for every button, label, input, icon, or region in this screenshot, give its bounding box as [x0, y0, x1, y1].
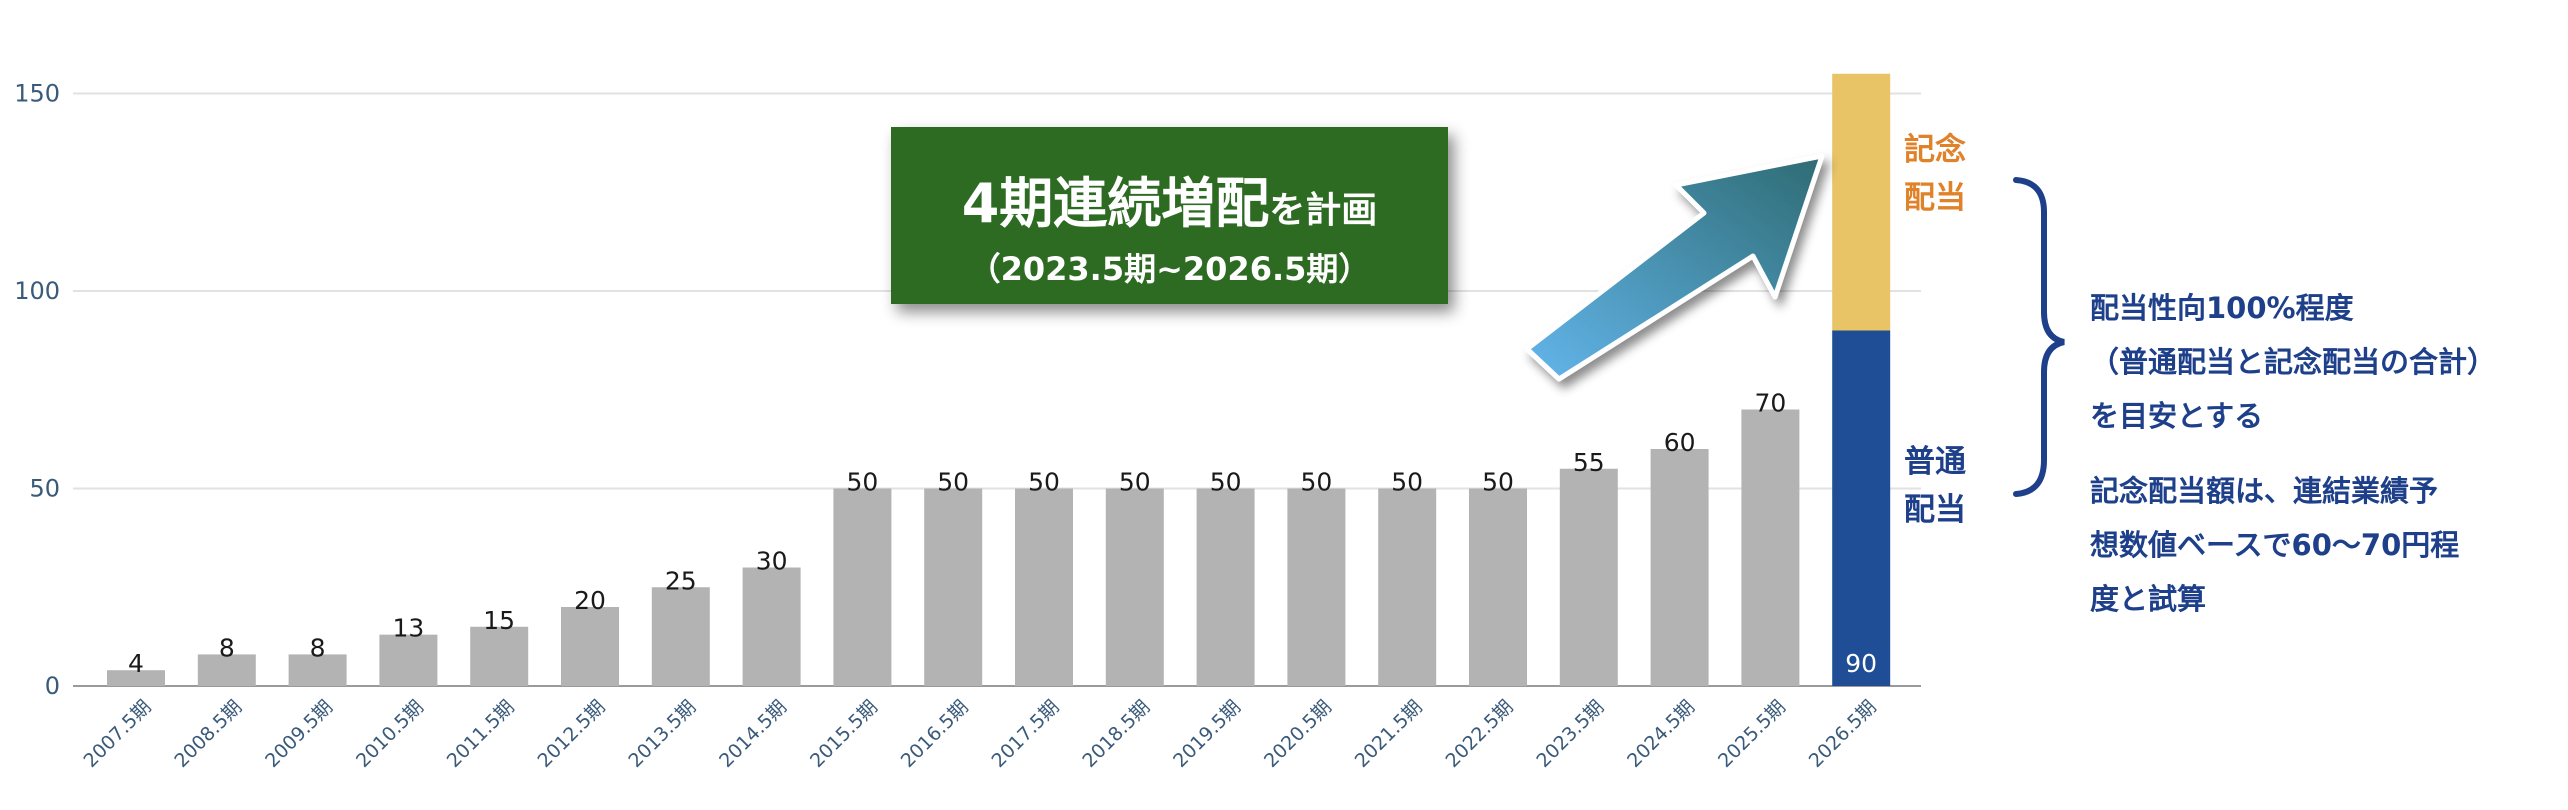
data-label: 50: [846, 468, 878, 497]
data-label: 30: [756, 547, 788, 576]
bar: [197, 654, 256, 686]
x-tick-label: 2026.5期: [1805, 696, 1881, 772]
commemorative-note-line: 記念配当額は、連結業績予: [2090, 474, 2439, 508]
x-tick-label: 2024.5期: [1623, 696, 1699, 772]
payout-ratio-note: 配当性向100%程度 （普通配当と記念配当の合計） を目安とする: [2090, 281, 2496, 443]
bar: [1015, 488, 1073, 686]
y-tick-label: 150: [14, 80, 60, 108]
x-tick-label: 2019.5期: [1169, 696, 1245, 772]
bar: [1378, 488, 1437, 686]
x-tick-label: 2007.5期: [80, 696, 156, 772]
data-label: 60: [1664, 428, 1696, 457]
commemorative-note-line: 度と試算: [2090, 582, 2207, 616]
y-tick-label: 100: [14, 277, 60, 305]
bar: [1469, 488, 1527, 686]
growth-arrow-icon: [1524, 153, 1825, 382]
data-label: 50: [1028, 468, 1060, 497]
x-tick-label: 2010.5期: [352, 696, 428, 772]
ordinary-label-line: 配当: [1904, 492, 1966, 528]
bar: [470, 626, 529, 686]
banner-title-suffix: を計画: [1269, 190, 1378, 231]
bar: [1196, 488, 1255, 686]
banner-title-main: 4期連続増配: [961, 172, 1270, 235]
commemorative-amount-note: 記念配当額は、連結業績予 想数値ベースで60～70円程 度と試算: [2090, 464, 2459, 626]
commemorative-label-line: 配当: [1904, 180, 1966, 216]
banner-subtitle: （2023.5期~2026.5期）: [968, 250, 1371, 288]
x-tick-label: 2013.5期: [624, 696, 700, 772]
x-tick-label: 2009.5期: [261, 696, 337, 772]
data-label: 50: [1210, 468, 1242, 497]
commemorative-dividend-label: 記念 配当: [1904, 126, 1966, 222]
bar: [288, 654, 347, 686]
ordinary-dividend-label: 普通 配当: [1904, 438, 1966, 534]
x-tick-label: 2015.5期: [806, 696, 882, 772]
payout-note-line: を目安とする: [2090, 399, 2264, 433]
x-tick-label: 2016.5期: [897, 696, 973, 772]
x-tick-label: 2023.5期: [1532, 696, 1608, 772]
ordinary-label-line: 普通: [1904, 444, 1966, 480]
x-tick-label: 2022.5期: [1442, 696, 1518, 772]
bar: [1741, 409, 1800, 686]
data-label: 70: [1754, 389, 1786, 418]
commemorative-label-line: 記念: [1904, 132, 1966, 168]
bar: [924, 488, 983, 686]
data-label: 25: [665, 566, 697, 595]
data-label: 20: [574, 586, 606, 615]
bar: [833, 488, 892, 686]
y-tick-label: 0: [45, 672, 60, 700]
x-tick-label: 2008.5期: [170, 696, 246, 772]
payout-note-line: （普通配当と記念配当の合計）: [2090, 345, 2497, 379]
x-tick-label: 2014.5期: [715, 696, 791, 772]
bracket-icon: [2013, 177, 2065, 497]
bar: [1105, 488, 1164, 686]
data-label: 50: [1391, 468, 1423, 497]
bar: [107, 670, 165, 686]
x-tick-label: 2025.5期: [1714, 696, 1790, 772]
data-label: 50: [1482, 468, 1514, 497]
x-tick-label: 2012.5期: [534, 696, 610, 772]
bar: [1287, 488, 1346, 686]
banner-title: 4期連続増配を計画: [891, 159, 1448, 238]
y-tick-label: 50: [29, 475, 60, 503]
bar: [561, 607, 619, 686]
data-label: 90: [1845, 649, 1877, 678]
bar-commemorative-dividend: [1832, 73, 1891, 331]
data-label: 15: [483, 606, 515, 635]
bar: [1650, 449, 1709, 686]
x-tick-label: 2017.5期: [988, 696, 1064, 772]
data-label: 4: [128, 649, 144, 678]
bar: [651, 587, 710, 686]
x-tick-label: 2021.5期: [1351, 696, 1427, 772]
data-label: 55: [1573, 448, 1605, 477]
dividend-increase-banner: 4期連続増配を計画 （2023.5期~2026.5期）: [891, 127, 1448, 304]
commemorative-note-line: 想数値ベースで60～70円程: [2090, 528, 2460, 562]
data-label: 13: [392, 614, 424, 643]
x-tick-label: 2020.5期: [1260, 696, 1336, 772]
data-label: 50: [1119, 468, 1151, 497]
bar: [1559, 468, 1618, 686]
payout-note-line: 配当性向100%程度: [2090, 291, 2354, 325]
bar: [379, 634, 438, 686]
data-label: 50: [1300, 468, 1332, 497]
data-label: 8: [219, 633, 235, 662]
bar: [742, 567, 801, 686]
x-tick-label: 2018.5期: [1078, 696, 1154, 772]
data-label: 50: [937, 468, 969, 497]
data-label: 8: [310, 633, 326, 662]
x-tick-label: 2011.5期: [443, 696, 519, 772]
bar-ordinary-dividend: [1832, 330, 1891, 686]
